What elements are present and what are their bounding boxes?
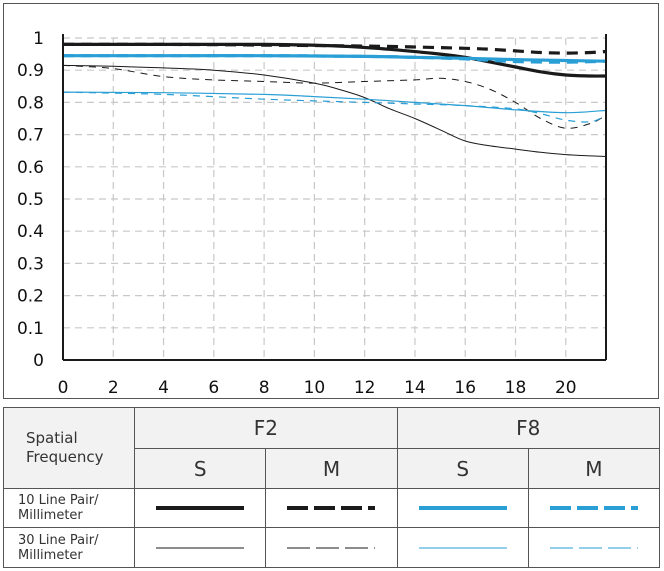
grid-layer bbox=[63, 37, 606, 360]
x-tick-label: 10 bbox=[304, 378, 326, 398]
x-tick-label: 16 bbox=[454, 378, 476, 398]
y-tick-label: 0.7 bbox=[17, 126, 44, 146]
y-tick-label: 0.6 bbox=[17, 158, 44, 178]
series-line-1 bbox=[62, 42, 607, 55]
series-line-4 bbox=[62, 64, 607, 157]
mtf-chart-svg: 00.10.20.30.40.50.60.70.80.910 2 4 6 8 10 12 14… bbox=[17, 29, 607, 398]
series-layer bbox=[62, 42, 607, 157]
y-tick-label: 0.1 bbox=[17, 319, 44, 339]
aperture-f8-header: F8 bbox=[396, 407, 661, 449]
sample-10lp-f8-m bbox=[527, 488, 661, 528]
y-tick-label: 0.8 bbox=[17, 93, 44, 113]
sample-10lp-f8-s bbox=[396, 488, 529, 528]
series-line-5 bbox=[62, 64, 607, 129]
series-line-7 bbox=[62, 91, 607, 123]
legend-table: Spatial Frequency F2 F8 S M S M 10 Line … bbox=[2, 407, 661, 568]
f2-meridional-header: M bbox=[265, 448, 398, 489]
y-tick-label: 0.4 bbox=[17, 222, 44, 242]
y-tick-label: 0.2 bbox=[17, 287, 44, 307]
series-line-3 bbox=[62, 54, 607, 64]
x-tick-label: 6 bbox=[208, 378, 219, 398]
line-sample bbox=[156, 547, 245, 548]
sample-30lp-f2-m bbox=[265, 527, 398, 568]
row-label-30lp: 30 Line Pair/ Millimeter bbox=[2, 527, 136, 568]
line-sample bbox=[549, 506, 638, 510]
f8-meridional-header: M bbox=[527, 448, 661, 489]
x-tick-label: 14 bbox=[404, 378, 426, 398]
y-tick-label: 0.5 bbox=[17, 190, 44, 210]
line-sample bbox=[549, 547, 638, 548]
x-tick-label: 18 bbox=[505, 378, 527, 398]
mtf-chart: 0 0.1 0.2 0.3 0.4 0.5 0.6 0.7 0.8 0.9 1 0 2 4 6 8 10 12 14… bbox=[3, 3, 659, 399]
line-sample bbox=[156, 506, 245, 510]
series-line-6 bbox=[62, 91, 607, 114]
sample-30lp-f8-m bbox=[527, 527, 661, 568]
sample-10lp-f2-s bbox=[134, 488, 267, 528]
y-tick-label: 0.3 bbox=[17, 254, 44, 274]
y-tick-label: 0 bbox=[33, 351, 44, 371]
x-tick-label: 12 bbox=[354, 378, 376, 398]
y-tick-label: 1 bbox=[33, 29, 44, 49]
axis-layer: 00.10.20.30.40.50.60.70.80.910 2 4 6 8 10 12 14… bbox=[17, 29, 607, 398]
x-tick-label: 0 bbox=[58, 378, 69, 398]
x-tick-label: 8 bbox=[259, 378, 270, 398]
line-sample bbox=[418, 506, 507, 510]
f8-sagittal-header: S bbox=[396, 448, 529, 489]
line-sample bbox=[418, 547, 507, 548]
x-tick-label: 20 bbox=[555, 378, 577, 398]
spatial-frequency-header: Spatial Frequency bbox=[2, 407, 136, 489]
x-tick-label: 4 bbox=[158, 378, 169, 398]
line-sample bbox=[287, 506, 376, 510]
sample-10lp-f2-m bbox=[265, 488, 398, 528]
aperture-f2-header: F2 bbox=[134, 407, 398, 449]
line-sample bbox=[287, 547, 376, 548]
y-tick-label: 0.9 bbox=[17, 61, 44, 81]
sample-30lp-f8-s bbox=[396, 527, 529, 568]
row-label-10lp: 10 Line Pair/ Millimeter bbox=[2, 488, 136, 528]
sample-30lp-f2-s bbox=[134, 527, 267, 568]
f2-sagittal-header: S bbox=[134, 448, 267, 489]
x-tick-label: 2 bbox=[108, 378, 119, 398]
